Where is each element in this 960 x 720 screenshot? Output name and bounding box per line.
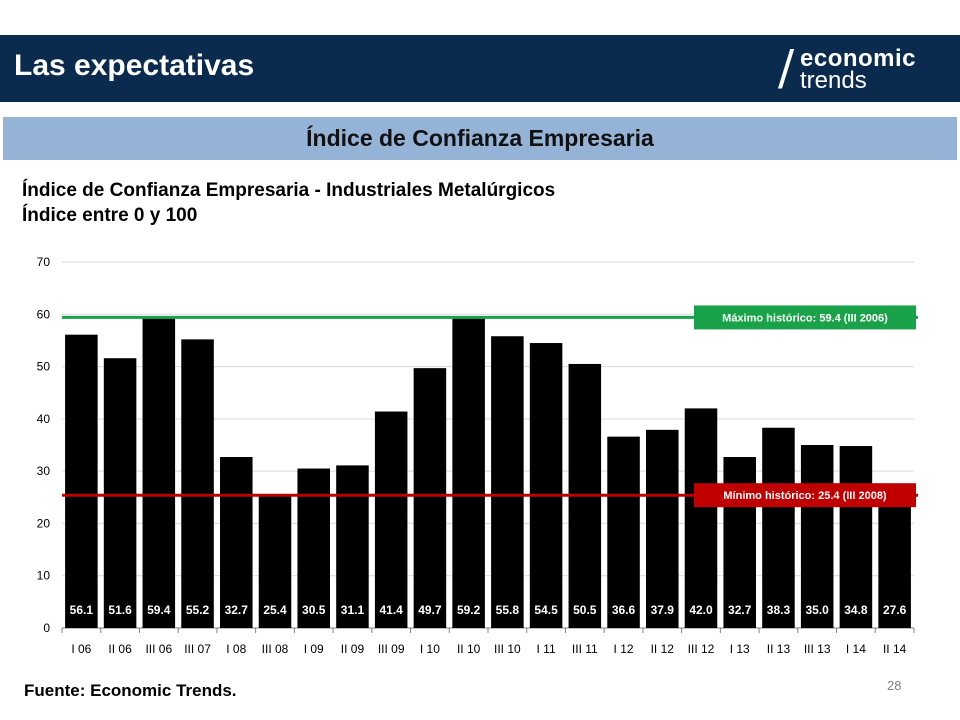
bar bbox=[646, 429, 679, 628]
x-tick-label: I 14 bbox=[846, 642, 866, 656]
data-label: 32.7 bbox=[225, 603, 249, 617]
y-tick-label: 40 bbox=[37, 412, 51, 426]
bar bbox=[103, 358, 137, 628]
bar bbox=[800, 445, 834, 628]
y-tick-label: 10 bbox=[37, 569, 51, 583]
page-title: Las expectativas bbox=[14, 49, 255, 82]
x-tick-label: I 10 bbox=[420, 642, 440, 656]
data-label: 27.6 bbox=[883, 603, 907, 617]
x-tick-label: III 11 bbox=[572, 642, 598, 656]
bar bbox=[181, 339, 214, 628]
x-tick-label: I 12 bbox=[614, 642, 634, 656]
x-tick-label: III 13 bbox=[804, 642, 831, 656]
x-tick-label: II 13 bbox=[767, 642, 791, 656]
data-label: 38.3 bbox=[767, 603, 791, 617]
data-label: 50.5 bbox=[573, 603, 597, 617]
data-label: 49.7 bbox=[418, 603, 442, 617]
bar bbox=[258, 495, 292, 628]
data-label: 56.1 bbox=[70, 603, 94, 617]
data-label: 34.8 bbox=[844, 603, 868, 617]
y-tick-label: 50 bbox=[37, 360, 51, 374]
x-tick-label: III 06 bbox=[145, 642, 172, 656]
max-label: Máximo histórico: 59.4 (III 2006) bbox=[722, 312, 888, 324]
y-tick-label: 70 bbox=[37, 255, 51, 269]
bar bbox=[142, 317, 176, 628]
bar bbox=[413, 368, 447, 628]
bar bbox=[491, 336, 524, 628]
x-tick-label: II 10 bbox=[457, 642, 481, 656]
data-label: 42.0 bbox=[689, 603, 713, 617]
section-banner: Índice de Confianza Empresaria bbox=[3, 117, 957, 160]
x-tick-label: III 08 bbox=[262, 642, 289, 656]
bar bbox=[374, 411, 408, 628]
bar bbox=[839, 446, 873, 628]
bar bbox=[607, 436, 640, 628]
logo-slash-icon: / bbox=[778, 40, 795, 96]
bar bbox=[65, 334, 98, 628]
y-tick-label: 0 bbox=[43, 621, 50, 635]
y-tick-label: 20 bbox=[37, 516, 51, 530]
source-note: Fuente: Economic Trends. bbox=[24, 681, 237, 700]
data-label: 36.6 bbox=[612, 603, 636, 617]
data-label: 59.4 bbox=[147, 603, 171, 617]
data-label: 30.5 bbox=[302, 603, 326, 617]
bar bbox=[529, 343, 563, 628]
bar bbox=[336, 465, 369, 628]
max-label-box bbox=[694, 305, 916, 330]
x-tick-label: II 12 bbox=[651, 642, 675, 656]
page-number: 28 bbox=[887, 678, 902, 693]
data-label: 51.6 bbox=[108, 603, 132, 617]
x-tick-label: I 09 bbox=[304, 642, 324, 656]
x-tick-label: II 09 bbox=[341, 642, 365, 656]
x-tick-label: II 06 bbox=[108, 642, 132, 656]
x-tick-label: II 14 bbox=[883, 642, 907, 656]
data-label: 35.0 bbox=[806, 603, 830, 617]
data-label: 31.1 bbox=[341, 603, 365, 617]
x-tick-label: I 11 bbox=[537, 642, 556, 656]
chart-title: Índice de Confianza Empresaria - Industr… bbox=[22, 180, 556, 201]
y-tick-label: 60 bbox=[37, 307, 51, 321]
logo-text-economic: economic bbox=[800, 45, 917, 72]
data-label: 37.9 bbox=[651, 603, 675, 617]
economic-trends-logo: / economic trends bbox=[778, 41, 948, 97]
data-label: 55.8 bbox=[496, 603, 520, 617]
bar bbox=[452, 318, 485, 628]
data-label: 25.4 bbox=[263, 603, 287, 617]
bar bbox=[220, 457, 253, 628]
x-tick-label: I 13 bbox=[730, 642, 750, 656]
x-tick-label: III 12 bbox=[688, 642, 715, 656]
data-label: 55.2 bbox=[186, 603, 210, 617]
logo-text-trends: trends bbox=[800, 67, 867, 94]
data-label: 59.2 bbox=[457, 603, 481, 617]
min-label: Mínimo histórico: 25.4 (III 2008) bbox=[723, 490, 887, 502]
data-label: 32.7 bbox=[728, 603, 752, 617]
x-tick-label: I 06 bbox=[71, 642, 91, 656]
min-label-box bbox=[694, 483, 916, 508]
section-title: Índice de Confianza Empresaria bbox=[306, 125, 654, 151]
x-tick-label: III 07 bbox=[184, 642, 211, 656]
x-tick-label: I 08 bbox=[226, 642, 246, 656]
x-tick-label: III 10 bbox=[494, 642, 521, 656]
x-tick-label: III 09 bbox=[378, 642, 405, 656]
data-label: 54.5 bbox=[534, 603, 558, 617]
data-label: 41.4 bbox=[380, 603, 404, 617]
bar bbox=[762, 427, 795, 628]
y-tick-label: 30 bbox=[37, 464, 51, 478]
bar bbox=[684, 408, 718, 628]
chart-subtitle: Índice entre 0 y 100 bbox=[22, 205, 198, 226]
bar bbox=[878, 483, 911, 628]
header-bar: Las expectativas / economic trends bbox=[0, 35, 960, 102]
